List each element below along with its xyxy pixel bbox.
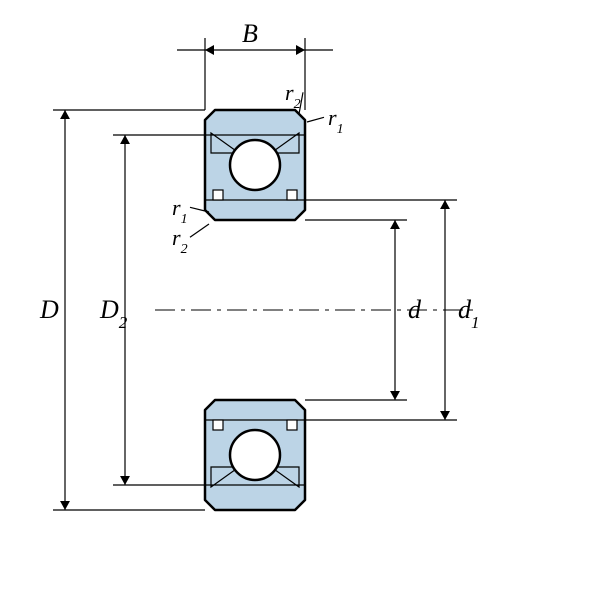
bearing-cross-section-diagram: BDD2dd1r2r1r1r2 <box>0 0 600 600</box>
dim-label-D: D <box>39 295 59 324</box>
dim-label-B: B <box>242 19 258 48</box>
dim-label-d: d <box>408 295 422 324</box>
